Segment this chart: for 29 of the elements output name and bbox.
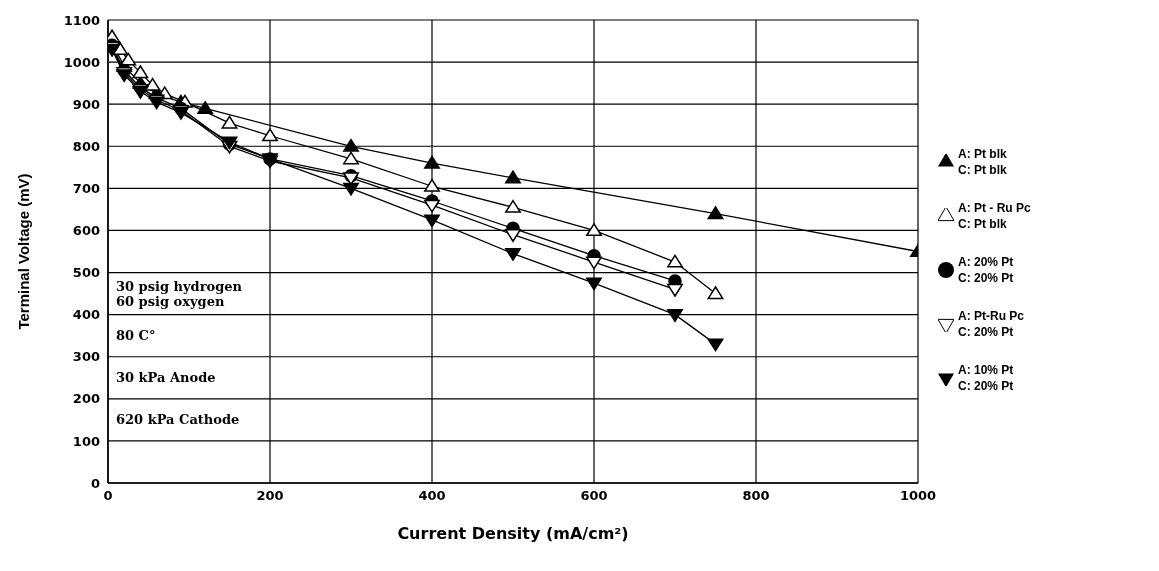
y-tick-label: 500 [72, 265, 100, 281]
y-tick-label: 0 [90, 475, 100, 491]
legend-label: A: Pt - Ru Pc C: Pt blk [958, 199, 1031, 232]
annotation: 30 psig hydrogen 60 psig oxygen [116, 277, 243, 310]
y-axis-title: Terminal Voltage (mV) [15, 173, 33, 330]
annotation: 80 C° [116, 327, 156, 346]
x-tick-label: 1000 [899, 488, 937, 504]
y-tick-label: 900 [72, 96, 100, 112]
y-tick-label: 100 [72, 433, 100, 449]
y-tick-label: 1100 [63, 12, 100, 28]
y-tick-label: 600 [72, 223, 100, 239]
y-tick-label: 200 [72, 391, 100, 407]
y-tick-label: 800 [72, 138, 100, 154]
x-tick-label: 200 [256, 488, 284, 504]
legend-label: A: 10% Pt C: 20% Pt [958, 361, 1014, 394]
legend-label: A: Pt-Ru Pc C: 20% Pt [958, 307, 1024, 340]
x-tick-label: 600 [580, 488, 608, 504]
annotation: 620 kPa Cathode [116, 411, 240, 430]
x-tick-label: 0 [103, 488, 113, 504]
x-tick-label: 800 [742, 488, 770, 504]
x-tick-label: 400 [418, 488, 446, 504]
legend-label: A: Pt blk C: Pt blk [958, 145, 1007, 178]
y-tick-label: 400 [72, 307, 100, 323]
y-tick-label: 300 [72, 349, 100, 365]
x-axis-title: Current Density (mA/cm²) [397, 524, 629, 543]
legend-label: A: 20% Pt C: 20% Pt [958, 253, 1014, 286]
y-tick-label: 1000 [63, 54, 100, 70]
y-tick-label: 700 [72, 180, 100, 196]
annotation: 30 kPa Anode [116, 369, 216, 388]
